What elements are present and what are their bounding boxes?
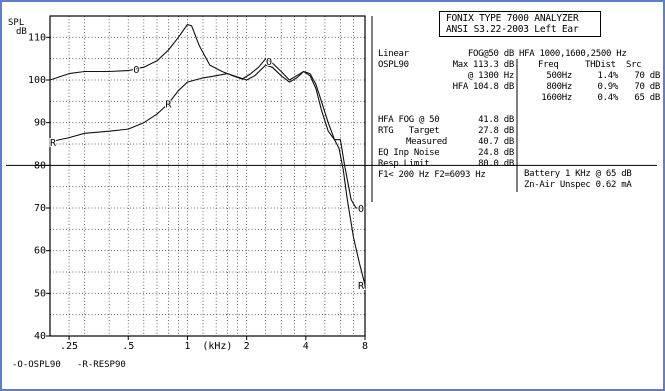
y-tick-label: 80	[34, 160, 46, 171]
series-marker-resp90: R	[358, 281, 365, 292]
series-marker-resp90: R	[50, 138, 57, 149]
ospl90-max-freq: @ 1300 Hz	[467, 71, 514, 81]
measure-label: EQ Inp Noise	[378, 148, 440, 158]
series-marker-ospl90: O	[266, 57, 272, 68]
battery-type: Zn-Air Unspec 0.62 mA	[524, 180, 632, 190]
chart-axes	[46, 15, 518, 340]
standard-subtitle: ANSI S3.22-2003 Left Ear	[446, 24, 579, 35]
y-tick-label: 100	[28, 75, 46, 86]
measure-label: RTG Target	[378, 126, 440, 136]
measure-label: Measured	[406, 137, 447, 147]
dist-freq: 800Hz	[546, 82, 572, 92]
y-tick-label: 70	[34, 203, 46, 214]
series-marker-ospl90: O	[358, 204, 364, 215]
y-tick-label: 60	[34, 246, 46, 257]
y-tick-label: 40	[34, 331, 46, 342]
ospl90-hfa: HFA 104.8 dB	[452, 82, 515, 92]
x-tick-label: 1	[184, 341, 190, 352]
dist-src: 70 dB	[634, 71, 660, 81]
measure-value: 80.0 dB	[478, 159, 514, 169]
measure-label: HFA FOG @ 50	[378, 115, 440, 125]
chart-series	[49, 23, 366, 285]
measure-value: 40.7 dB	[478, 137, 514, 147]
fog50-label: FOG@50 dB	[467, 49, 514, 59]
dist-thd: 0.4%	[597, 93, 619, 103]
chart-legend: -O-OSPL90 -R-RESP90	[12, 360, 126, 370]
y-tick-label: 110	[28, 32, 46, 43]
x-tick-label: .5	[122, 341, 134, 352]
ospl90-label: OSPL90	[378, 60, 409, 70]
battery-drain: Battery 1 KHz @ 65 dB	[524, 169, 632, 179]
hfa-frequencies: HFA 1000,1600,2500 Hz	[519, 49, 627, 59]
y-axis-unit: dB	[16, 27, 27, 37]
dist-freq: 500Hz	[546, 71, 572, 81]
measure-label: F1< 200 Hz F2=6093 Hz	[378, 170, 486, 180]
linear-label: Linear	[378, 49, 409, 59]
x-tick-label: 2	[244, 341, 250, 352]
dist-header-freq: Freq	[538, 60, 559, 70]
measure-value: 41.8 dB	[478, 115, 514, 125]
analyzer-title-box: FONIX TYPE 7000 ANALYZER ANSI S3.22-2003…	[439, 11, 601, 37]
x-tick-label: 8	[362, 341, 368, 352]
analyzer-title: FONIX TYPE 7000 ANALYZER	[446, 13, 579, 24]
x-tick-label: 4	[303, 341, 309, 352]
series-marker-resp90: R	[165, 99, 172, 110]
dist-src: 70 dB	[634, 82, 660, 92]
series-marker-ospl90: O	[133, 65, 139, 76]
x-tick-label: .25	[60, 341, 78, 352]
dist-freq: 1600Hz	[541, 93, 572, 103]
measure-value: 24.8 dB	[478, 148, 514, 158]
series-line-resp90	[49, 64, 366, 285]
dist-header-src: Src	[626, 60, 642, 70]
measure-label: Resp Limit	[378, 159, 430, 169]
dist-thd: 1.4%	[597, 71, 619, 81]
series-line-ospl90	[49, 23, 365, 209]
y-axis-label: SPL	[8, 18, 24, 28]
measure-value: 27.8 dB	[478, 126, 514, 136]
plot-frame	[49, 15, 366, 337]
y-tick-label: 50	[34, 288, 46, 299]
dist-header-thd: THDist	[585, 60, 616, 70]
dist-thd: 0.9%	[597, 82, 619, 92]
chart-grid	[6, 16, 657, 336]
x-tick-label: (kHz)	[202, 341, 232, 352]
y-tick-label: 90	[34, 118, 46, 129]
ospl90-max: Max 113.3 dB	[452, 60, 515, 70]
dist-src: 65 dB	[634, 93, 660, 103]
